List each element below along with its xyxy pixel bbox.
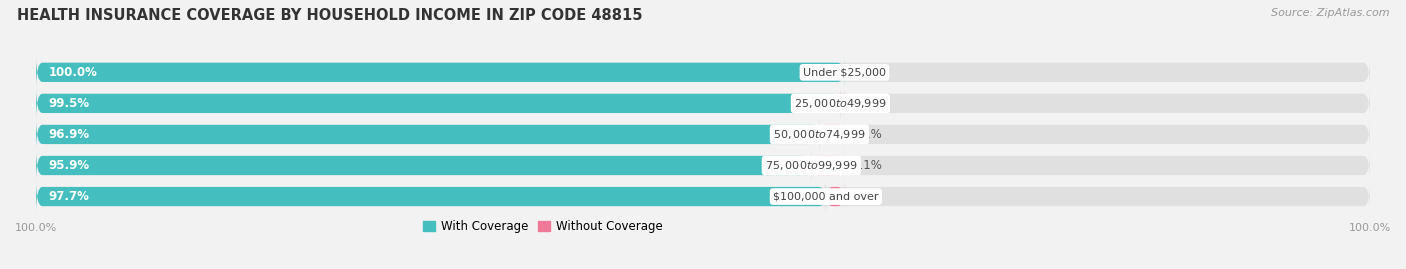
FancyBboxPatch shape [811, 150, 845, 181]
Text: 99.5%: 99.5% [48, 97, 90, 110]
FancyBboxPatch shape [37, 150, 811, 181]
Text: $75,000 to $99,999: $75,000 to $99,999 [765, 159, 858, 172]
FancyBboxPatch shape [838, 88, 846, 119]
Text: 0.0%: 0.0% [852, 66, 882, 79]
FancyBboxPatch shape [37, 119, 820, 150]
Text: $50,000 to $74,999: $50,000 to $74,999 [773, 128, 866, 141]
FancyBboxPatch shape [820, 119, 845, 150]
Text: 100.0%: 100.0% [48, 66, 97, 79]
FancyBboxPatch shape [37, 57, 845, 87]
Text: 97.7%: 97.7% [48, 190, 89, 203]
Text: 0.5%: 0.5% [852, 97, 882, 110]
FancyBboxPatch shape [37, 150, 1369, 181]
Text: 96.9%: 96.9% [48, 128, 90, 141]
Text: $25,000 to $49,999: $25,000 to $49,999 [794, 97, 887, 110]
Text: 2.3%: 2.3% [852, 190, 883, 203]
FancyBboxPatch shape [37, 57, 1369, 87]
Legend: With Coverage, Without Coverage: With Coverage, Without Coverage [423, 220, 662, 233]
Text: 4.1%: 4.1% [852, 159, 883, 172]
FancyBboxPatch shape [37, 181, 1369, 212]
Text: $100,000 and over: $100,000 and over [773, 192, 879, 201]
FancyBboxPatch shape [37, 88, 841, 119]
Text: 3.1%: 3.1% [852, 128, 883, 141]
FancyBboxPatch shape [37, 119, 1369, 150]
Text: HEALTH INSURANCE COVERAGE BY HOUSEHOLD INCOME IN ZIP CODE 48815: HEALTH INSURANCE COVERAGE BY HOUSEHOLD I… [17, 8, 643, 23]
FancyBboxPatch shape [37, 181, 825, 212]
Text: 95.9%: 95.9% [48, 159, 90, 172]
Text: Under $25,000: Under $25,000 [803, 67, 886, 77]
FancyBboxPatch shape [37, 88, 1369, 119]
FancyBboxPatch shape [825, 181, 845, 212]
Text: Source: ZipAtlas.com: Source: ZipAtlas.com [1271, 8, 1389, 18]
